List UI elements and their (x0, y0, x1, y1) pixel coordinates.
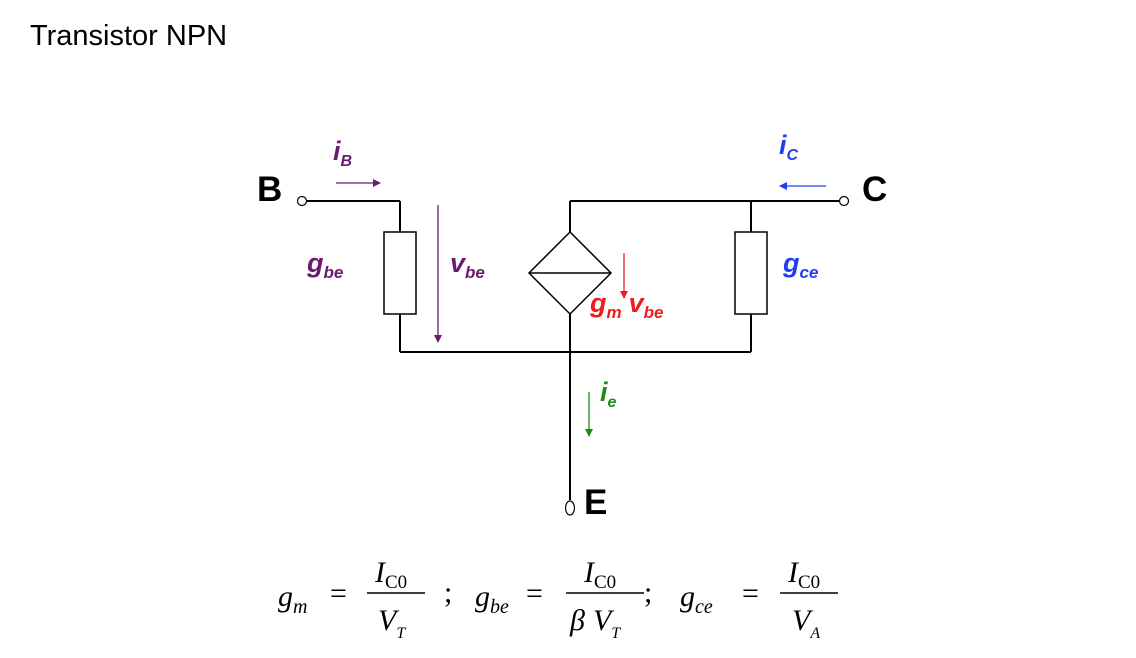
emitter-terminal (564, 500, 576, 516)
collector-label: C (862, 170, 887, 209)
emitter-label: E (584, 483, 607, 522)
base-label: B (257, 170, 282, 209)
gce-label: gce (782, 248, 818, 282)
svg-text:VA: VA (792, 604, 820, 642)
svg-text:=: = (330, 577, 347, 610)
svg-text:IC0: IC0 (787, 556, 820, 593)
gm-vbe-label: gm vbe (589, 288, 664, 322)
ic-label: iC (779, 130, 799, 164)
wires (306, 200, 840, 500)
svg-text:VT: VT (378, 604, 406, 642)
svg-text:gm: gm (278, 580, 307, 618)
formula-gce: gce = IC0 VA (680, 556, 838, 642)
svg-text:gce: gce (680, 580, 713, 618)
ie-label: ie (600, 377, 617, 411)
svg-text:=: = (526, 577, 543, 610)
base-terminal (296, 195, 308, 207)
svg-text:;: ; (644, 576, 652, 609)
slide-title: Transistor NPN (30, 20, 228, 52)
svg-text:IC0: IC0 (583, 556, 616, 593)
svg-text:βVT: β VT (569, 604, 621, 642)
ib-label: iB (333, 136, 352, 170)
formula-gbe: gbe = IC0 β VT ; (475, 556, 652, 642)
svg-text:gbe: gbe (475, 580, 509, 618)
separator-1: ; (444, 576, 452, 609)
vbe-label: vbe (450, 248, 485, 282)
svg-text:=: = (742, 577, 759, 610)
gce-resistor (734, 231, 768, 315)
formula-gm: gm = IC0 VT (278, 556, 425, 642)
gbe-resistor (383, 231, 417, 315)
gbe-label: gbe (306, 248, 343, 282)
svg-text:IC0: IC0 (374, 556, 407, 593)
collector-terminal (838, 195, 850, 207)
